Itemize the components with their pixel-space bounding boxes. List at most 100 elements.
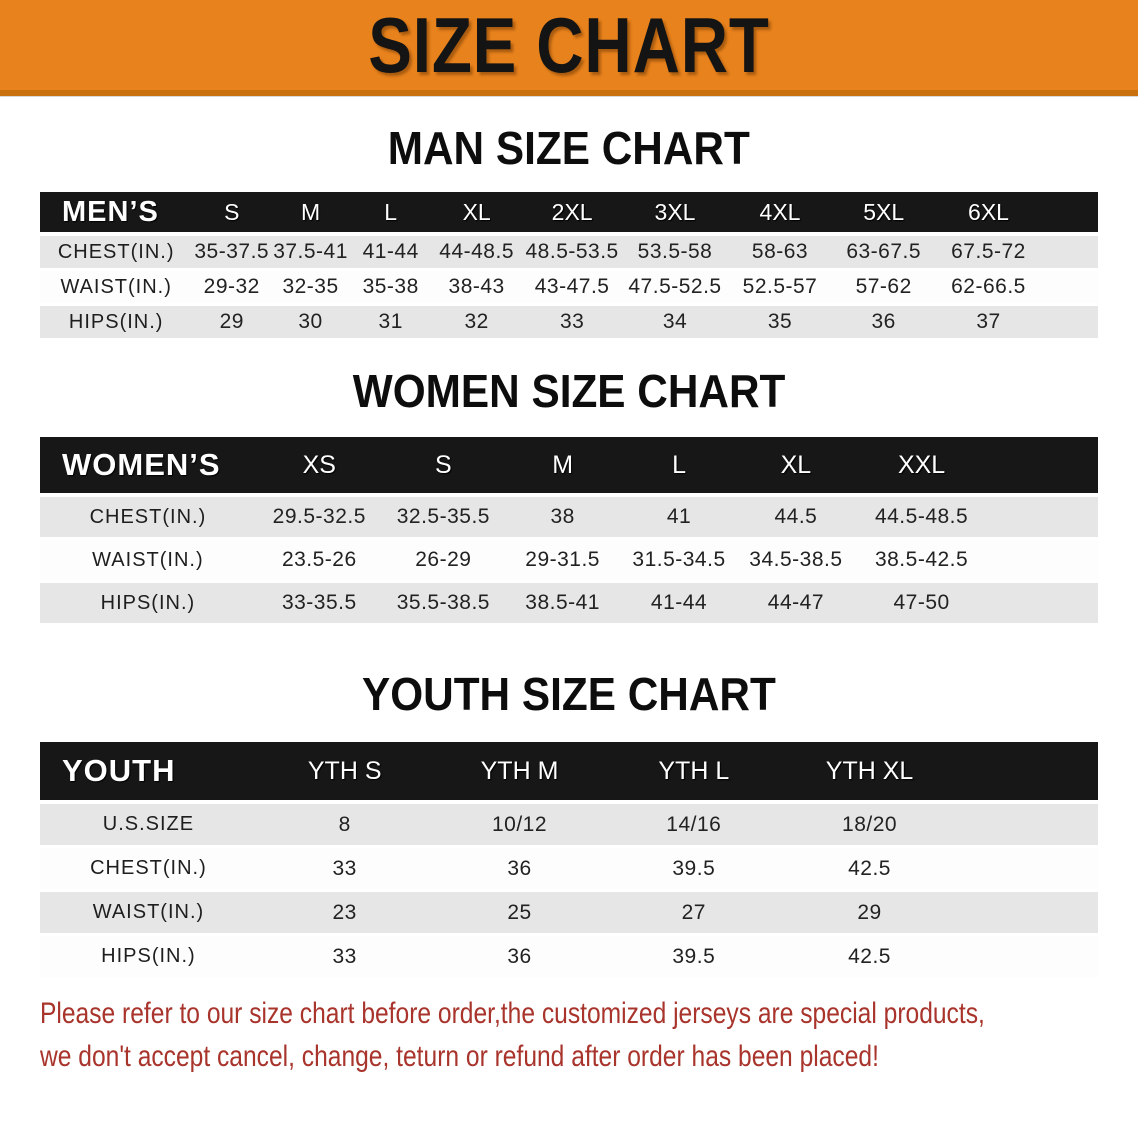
row-label: WAIST(IN.) [40, 271, 193, 306]
table-row: HIPS(IN.) 29 30 31 32 33 34 35 36 37 [40, 306, 1098, 341]
size-value: 18/20 [781, 804, 1098, 848]
size-value: 52.5-57 [727, 271, 833, 306]
size-value: 23.5-26 [255, 540, 383, 583]
size-chart-banner: SIZE CHART [0, 0, 1138, 96]
table-row: CHEST(IN.) 33 36 39.5 42.5 [40, 848, 1098, 892]
size-table-header-row: YOUTH YTH S YTH M YTH L YTH XL [40, 742, 1098, 804]
size-value: 35 [727, 306, 833, 341]
size-value: 44.5 [736, 497, 856, 540]
size-column-header: M [271, 192, 350, 236]
size-value: 47-50 [855, 583, 1098, 626]
size-value: 41-44 [621, 583, 737, 626]
man-size-chart-title: MAN SIZE CHART [0, 124, 1138, 172]
size-value: 32 [431, 306, 522, 341]
size-value: 29 [192, 306, 272, 341]
table-row: CHEST(IN.) 29.5-32.5 32.5-35.5 38 41 44.5 44.5… [40, 497, 1098, 540]
size-value: 10/12 [432, 804, 607, 848]
size-value: 47.5-52.5 [622, 271, 728, 306]
size-value: 34.5-38.5 [736, 540, 856, 583]
size-value: 32.5-35.5 [382, 497, 504, 540]
row-label: HIPS(IN.) [40, 583, 256, 626]
table-group-label: YOUTH [40, 742, 257, 804]
size-value: 29-32 [192, 271, 272, 306]
size-value: 35-37.5 [192, 236, 272, 271]
table-group-label: WOMEN’S [40, 437, 256, 497]
table-row: HIPS(IN.) 33 36 39.5 42.5 [40, 936, 1098, 980]
size-value: 36 [432, 936, 607, 980]
size-column-header: XL [431, 192, 522, 236]
size-column-header: XXL [855, 437, 1098, 497]
youth-size-chart-title-text: YOUTH SIZE CHART [362, 668, 776, 720]
size-value: 36 [832, 306, 935, 341]
size-value: 31 [349, 306, 432, 341]
size-value: 8 [256, 804, 433, 848]
women-size-chart-title: WOMEN SIZE CHART [0, 367, 1138, 415]
size-value: 30 [271, 306, 350, 341]
size-column-header: 3XL [622, 192, 728, 236]
size-value: 37.5-41 [271, 236, 350, 271]
size-column-header: YTH M [432, 742, 607, 804]
size-value: 44.5-48.5 [855, 497, 1098, 540]
size-value: 63-67.5 [832, 236, 935, 271]
size-column-header: 2XL [521, 192, 623, 236]
size-value: 36 [432, 848, 607, 892]
disclaimer: Please refer to our size chart before or… [40, 992, 1098, 1078]
size-value: 29 [781, 892, 1098, 936]
size-value: 33 [256, 848, 433, 892]
table-row: WAIST(IN.) 29-32 32-35 35-38 38-43 43-47.5 47.… [40, 271, 1098, 306]
size-value: 43-47.5 [521, 271, 623, 306]
size-value: 41-44 [349, 236, 432, 271]
size-value: 35.5-38.5 [382, 583, 504, 626]
size-column-header: YTH S [256, 742, 433, 804]
size-value: 38 [503, 497, 622, 540]
youth-size-table: YOUTH YTH S YTH M YTH L YTH XL U.S.SIZE 8 10/12… [40, 742, 1098, 980]
row-label: HIPS(IN.) [40, 936, 257, 980]
size-value: 33-35.5 [255, 583, 383, 626]
row-label: CHEST(IN.) [40, 497, 256, 540]
size-column-header: M [503, 437, 622, 497]
table-row: WAIST(IN.) 23 25 27 29 [40, 892, 1098, 936]
size-value: 26-29 [382, 540, 504, 583]
section-youth: YOUTH SIZE CHART YOUTH YTH S YTH M YTH L YTH… [0, 670, 1138, 980]
size-value: 62-66.5 [935, 271, 1098, 306]
size-value: 29-31.5 [503, 540, 622, 583]
size-value: 31.5-34.5 [621, 540, 737, 583]
size-value: 38-43 [431, 271, 522, 306]
disclaimer-line-2: we don't accept cancel, change, teturn o… [40, 1040, 879, 1073]
size-value: 27 [606, 892, 782, 936]
size-value: 39.5 [606, 848, 782, 892]
size-value: 33 [521, 306, 623, 341]
size-column-header: L [349, 192, 432, 236]
size-value: 58-63 [727, 236, 833, 271]
size-value: 44-47 [736, 583, 856, 626]
row-label: CHEST(IN.) [40, 236, 193, 271]
women-size-chart-title-text: WOMEN SIZE CHART [352, 365, 786, 417]
size-value: 38.5-41 [503, 583, 622, 626]
section-men: MAN SIZE CHART MEN’S S M L XL 2XL 3XL 4XL 5XL 6XL… [0, 124, 1138, 341]
disclaimer-line-1: Please refer to our size chart before or… [40, 997, 985, 1030]
size-column-header: L [621, 437, 737, 497]
size-value: 37 [935, 306, 1098, 341]
size-value: 42.5 [781, 936, 1098, 980]
men-size-table: MEN’S S M L XL 2XL 3XL 4XL 5XL 6XL CHEST(IN.) 35-37… [40, 192, 1098, 341]
table-row: U.S.SIZE 8 10/12 14/16 18/20 [40, 804, 1098, 848]
table-row: CHEST(IN.) 35-37.5 37.5-41 41-44 44-48.5 48.5… [40, 236, 1098, 271]
row-label: WAIST(IN.) [40, 892, 257, 936]
banner-title: SIZE CHART [368, 0, 770, 89]
size-value: 48.5-53.5 [521, 236, 623, 271]
size-column-header: S [192, 192, 272, 236]
size-value: 39.5 [606, 936, 782, 980]
size-value: 67.5-72 [935, 236, 1098, 271]
row-label: WAIST(IN.) [40, 540, 256, 583]
table-group-label: MEN’S [40, 192, 193, 236]
size-table-header-row: MEN’S S M L XL 2XL 3XL 4XL 5XL 6XL [40, 192, 1098, 236]
row-label: U.S.SIZE [40, 804, 257, 848]
size-column-header: S [382, 437, 504, 497]
size-value: 35-38 [349, 271, 432, 306]
row-label: CHEST(IN.) [40, 848, 257, 892]
size-value: 23 [256, 892, 433, 936]
size-value: 44-48.5 [431, 236, 522, 271]
youth-size-chart-title: YOUTH SIZE CHART [0, 670, 1138, 718]
size-value: 29.5-32.5 [255, 497, 383, 540]
size-column-header: YTH L [606, 742, 782, 804]
